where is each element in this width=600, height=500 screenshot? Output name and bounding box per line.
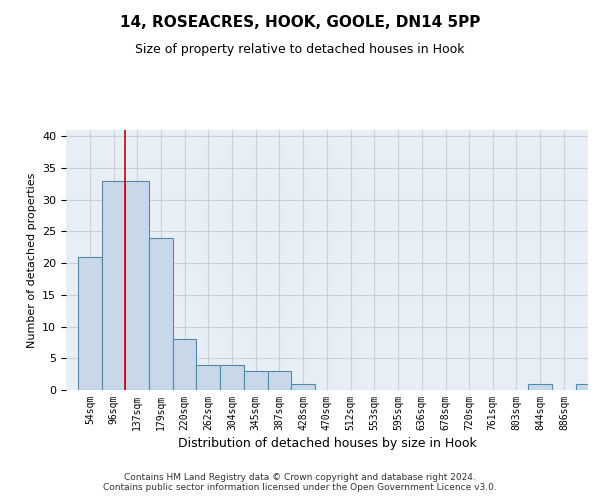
Bar [576, 384, 600, 390]
Bar [173, 340, 196, 390]
Y-axis label: Number of detached properties: Number of detached properties [26, 172, 37, 348]
Bar [244, 371, 268, 390]
Bar [149, 238, 173, 390]
Bar [268, 371, 291, 390]
Bar [528, 384, 552, 390]
X-axis label: Distribution of detached houses by size in Hook: Distribution of detached houses by size … [178, 437, 476, 450]
Text: Contains HM Land Registry data © Crown copyright and database right 2024.
Contai: Contains HM Land Registry data © Crown c… [103, 473, 497, 492]
Text: 14, ROSEACRES, HOOK, GOOLE, DN14 5PP: 14, ROSEACRES, HOOK, GOOLE, DN14 5PP [120, 15, 480, 30]
Bar [125, 180, 149, 390]
Text: Size of property relative to detached houses in Hook: Size of property relative to detached ho… [135, 42, 465, 56]
Bar [196, 364, 220, 390]
Bar [291, 384, 315, 390]
Text: 14 ROSEACRES: 139sqm
← 43% of detached houses are smaller (55)
56% of semi-detac: 14 ROSEACRES: 139sqm ← 43% of detached h… [0, 499, 1, 500]
Bar [220, 364, 244, 390]
Bar [102, 180, 125, 390]
Bar [78, 257, 102, 390]
